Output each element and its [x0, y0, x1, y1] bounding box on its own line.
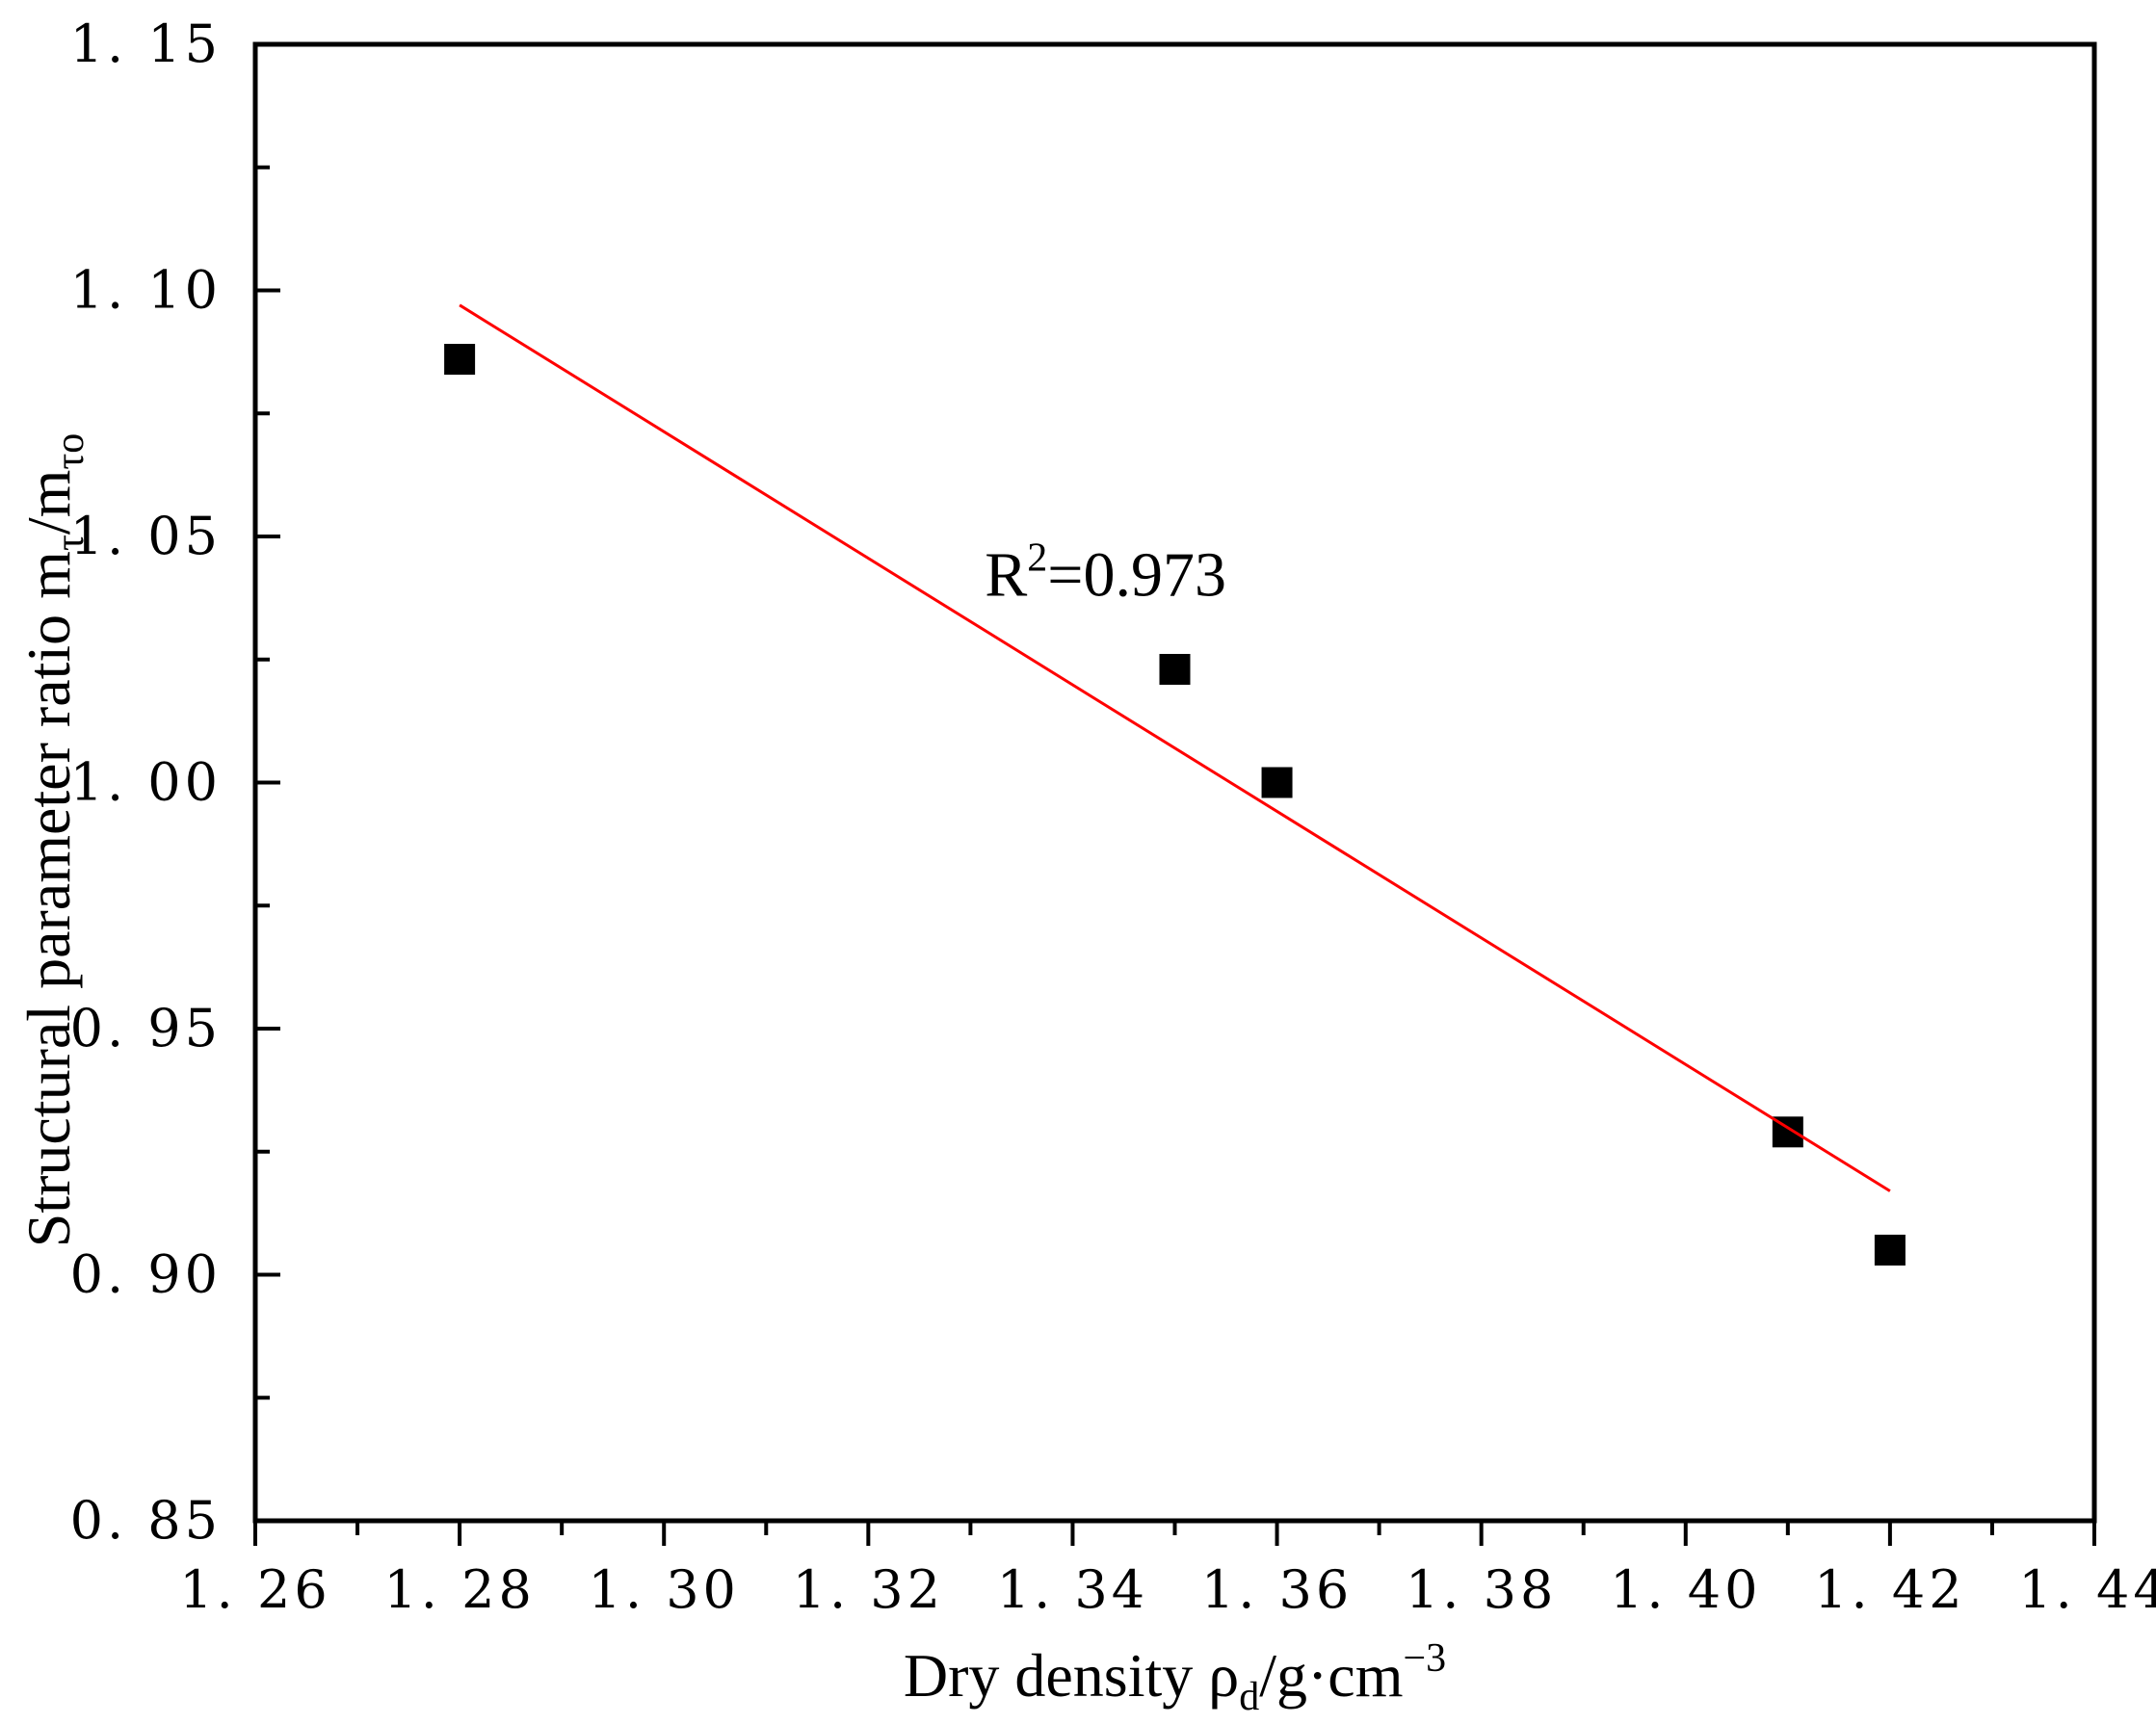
x-tick-label: 1. 36 [1201, 1559, 1353, 1620]
y-axis-title: Structural parameter ratio mτ/mτo [14, 433, 92, 1248]
data-point [444, 344, 476, 376]
ticks-group: 1. 26 1. 28 1. 30 1. 32 1. 34 1. 36 1. 38 1. 40… [70, 13, 2156, 1620]
x-tick-label: 1. 32 [793, 1559, 944, 1620]
x-axis-title: Dry density ρd/g·cm−3 [904, 1636, 1446, 1719]
y-tick-label: 1. 15 [70, 13, 222, 74]
x-tick-label: 1. 40 [1610, 1559, 1761, 1620]
y-tick-label: 1. 10 [70, 260, 222, 321]
fit-line [459, 303, 1891, 1192]
y-axis-title-subscript-1: τ [48, 535, 92, 551]
x-tick-label: 1. 26 [179, 1559, 330, 1620]
x-tick-label: 1. 34 [997, 1559, 1148, 1620]
x-axis-title-main: Dry density ρ [904, 1641, 1239, 1710]
x-tick-label: 1. 42 [1814, 1559, 1965, 1620]
y-axis-title-mid: /m [14, 470, 83, 535]
annotation-prefix: R [985, 539, 1027, 610]
y-tick-label: 1. 00 [70, 752, 222, 813]
plot-frame [252, 41, 2097, 1524]
data-point [1874, 1234, 1906, 1266]
x-axis-title-subscript: d [1239, 1675, 1259, 1719]
y-tick-label: 0. 90 [70, 1244, 222, 1305]
x-tick-label: 1. 44 [2018, 1559, 2156, 1620]
marks-group [444, 303, 1906, 1266]
data-point [1261, 767, 1293, 798]
y-axis-title-subscript-2: τo [48, 433, 92, 470]
y-tick-label: 0. 85 [70, 1490, 222, 1551]
annotation-value: =0.973 [1047, 539, 1226, 610]
x-tick-label: 1. 38 [1406, 1559, 1557, 1620]
annotation-r-squared: R2=0.973 [985, 535, 1226, 610]
data-point [1159, 653, 1191, 685]
annotation-superscript: 2 [1027, 535, 1047, 580]
y-axis-title-main: Structural parameter ratio m [14, 551, 83, 1247]
x-tick-label: 1. 30 [589, 1559, 740, 1620]
x-axis-title-tail: /g·cm [1259, 1641, 1403, 1710]
x-axis-title-superscript: −3 [1403, 1636, 1446, 1681]
y-tick-label: 1. 05 [70, 506, 222, 566]
y-tick-label: 0. 95 [70, 998, 222, 1058]
x-tick-label: 1. 28 [383, 1559, 535, 1620]
